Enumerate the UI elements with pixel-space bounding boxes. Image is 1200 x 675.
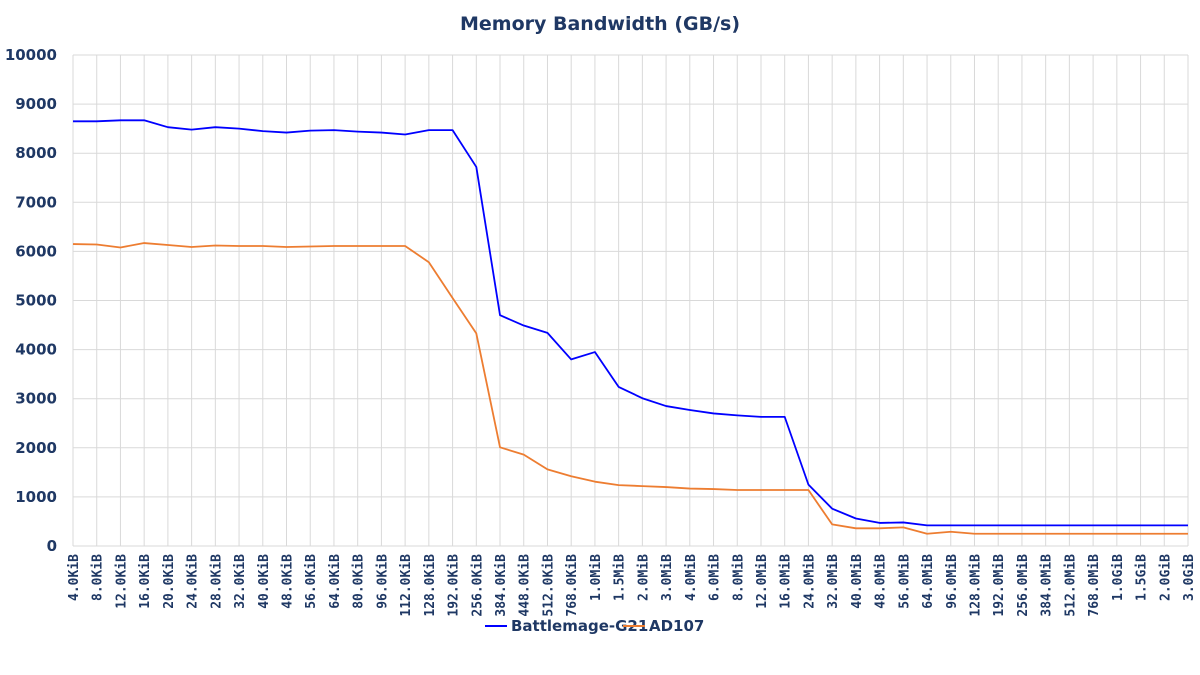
series-group [72, 119, 1188, 535]
x-tick-label: 16.0KiB [138, 554, 153, 609]
chart-title: Memory Bandwidth (GB/s) [460, 13, 740, 35]
y-tick-label: 1000 [15, 488, 57, 506]
x-tick-label: 80.0KiB [352, 554, 367, 609]
x-tick-label: 56.0KiB [304, 554, 319, 609]
x-tick-label: 448.0KiB [518, 554, 533, 617]
x-tick-label: 112.0KiB [399, 554, 414, 617]
x-tick-label: 512.0MiB [1063, 554, 1078, 617]
x-tick-label: 20.0KiB [162, 554, 177, 609]
x-tick-label: 128.0MiB [968, 554, 983, 617]
y-tick-label: 2000 [15, 439, 57, 457]
x-tick-label: 96.0MiB [945, 554, 960, 609]
y-tick-label: 8000 [15, 144, 57, 162]
series-line-battlemage-g21 [73, 119, 1188, 527]
y-tick-label: 4000 [15, 341, 57, 359]
x-tick-label: 16.0MiB [779, 554, 794, 609]
x-tick-label: 32.0MiB [826, 554, 841, 609]
x-tick-label: 96.0KiB [375, 554, 390, 609]
x-tick-label: 40.0MiB [850, 554, 865, 609]
legend: Battlemage-G21 AD107 [485, 617, 704, 635]
grid-lines [72, 54, 1189, 547]
y-tick-label: 7000 [15, 193, 57, 211]
x-tick-label: 2.0MiB [636, 554, 651, 601]
x-tick-label: 24.0MiB [802, 554, 817, 609]
x-tick-label: 2.0GiB [1158, 554, 1173, 601]
y-tick-label: 0 [47, 537, 57, 555]
x-tick-label: 1.5GiB [1135, 554, 1150, 601]
x-tick-label: 384.0MiB [1040, 554, 1055, 617]
x-tick-label: 12.0MiB [755, 554, 770, 609]
x-axis: 4.0KiB 8.0KiB 12.0KiB 16.0KiB 20.0KiB 24.0KiB… [67, 554, 1197, 617]
x-tick-label: 256.0KiB [470, 554, 485, 617]
x-tick-label: 12.0KiB [114, 554, 129, 609]
y-tick-label: 3000 [15, 390, 57, 408]
x-tick-label: 40.0KiB [257, 554, 272, 609]
x-tick-label: 1.5MiB [613, 554, 628, 601]
x-tick-label: 3.0GiB [1182, 554, 1197, 601]
y-tick-label: 6000 [15, 242, 57, 260]
x-tick-label: 64.0MiB [921, 554, 936, 609]
x-tick-label: 512.0KiB [541, 554, 556, 617]
x-tick-label: 6.0MiB [708, 554, 723, 601]
x-tick-label: 768.0MiB [1087, 554, 1102, 617]
y-tick-label: 9000 [15, 95, 57, 113]
x-tick-label: 3.0MiB [660, 554, 675, 601]
x-tick-label: 64.0KiB [328, 554, 343, 609]
legend-label-ad107: AD107 [649, 617, 704, 635]
x-tick-label: 192.0KiB [447, 554, 462, 617]
x-tick-label: 8.0KiB [91, 554, 106, 601]
x-tick-label: 4.0MiB [684, 554, 699, 601]
y-tick-label: 5000 [15, 292, 57, 310]
x-tick-label: 256.0MiB [1016, 554, 1031, 617]
x-tick-label: 1.0GiB [1111, 554, 1126, 601]
series-line-ad107 [72, 242, 1188, 535]
x-tick-label: 128.0KiB [423, 554, 438, 617]
y-axis: 0 1000 2000 3000 4000 5000 6000 7000 8000 9000 100… [5, 46, 57, 555]
x-tick-label: 1.0MiB [589, 554, 604, 601]
x-tick-label: 384.0KiB [494, 554, 509, 617]
x-tick-label: 48.0MiB [874, 554, 889, 609]
x-tick-label: 32.0KiB [233, 554, 248, 609]
x-tick-label: 28.0KiB [209, 554, 224, 609]
x-tick-label: 192.0MiB [992, 554, 1007, 617]
y-tick-label: 10000 [5, 46, 57, 64]
legend-label-battlemage-g21: Battlemage-G21 [511, 617, 648, 635]
x-tick-label: 24.0KiB [186, 554, 201, 609]
x-tick-label: 56.0MiB [897, 554, 912, 609]
x-tick-label: 8.0MiB [731, 554, 746, 601]
x-tick-label: 4.0KiB [67, 554, 82, 601]
x-tick-label: 48.0KiB [281, 554, 296, 609]
x-tick-label: 768.0KiB [565, 554, 580, 617]
